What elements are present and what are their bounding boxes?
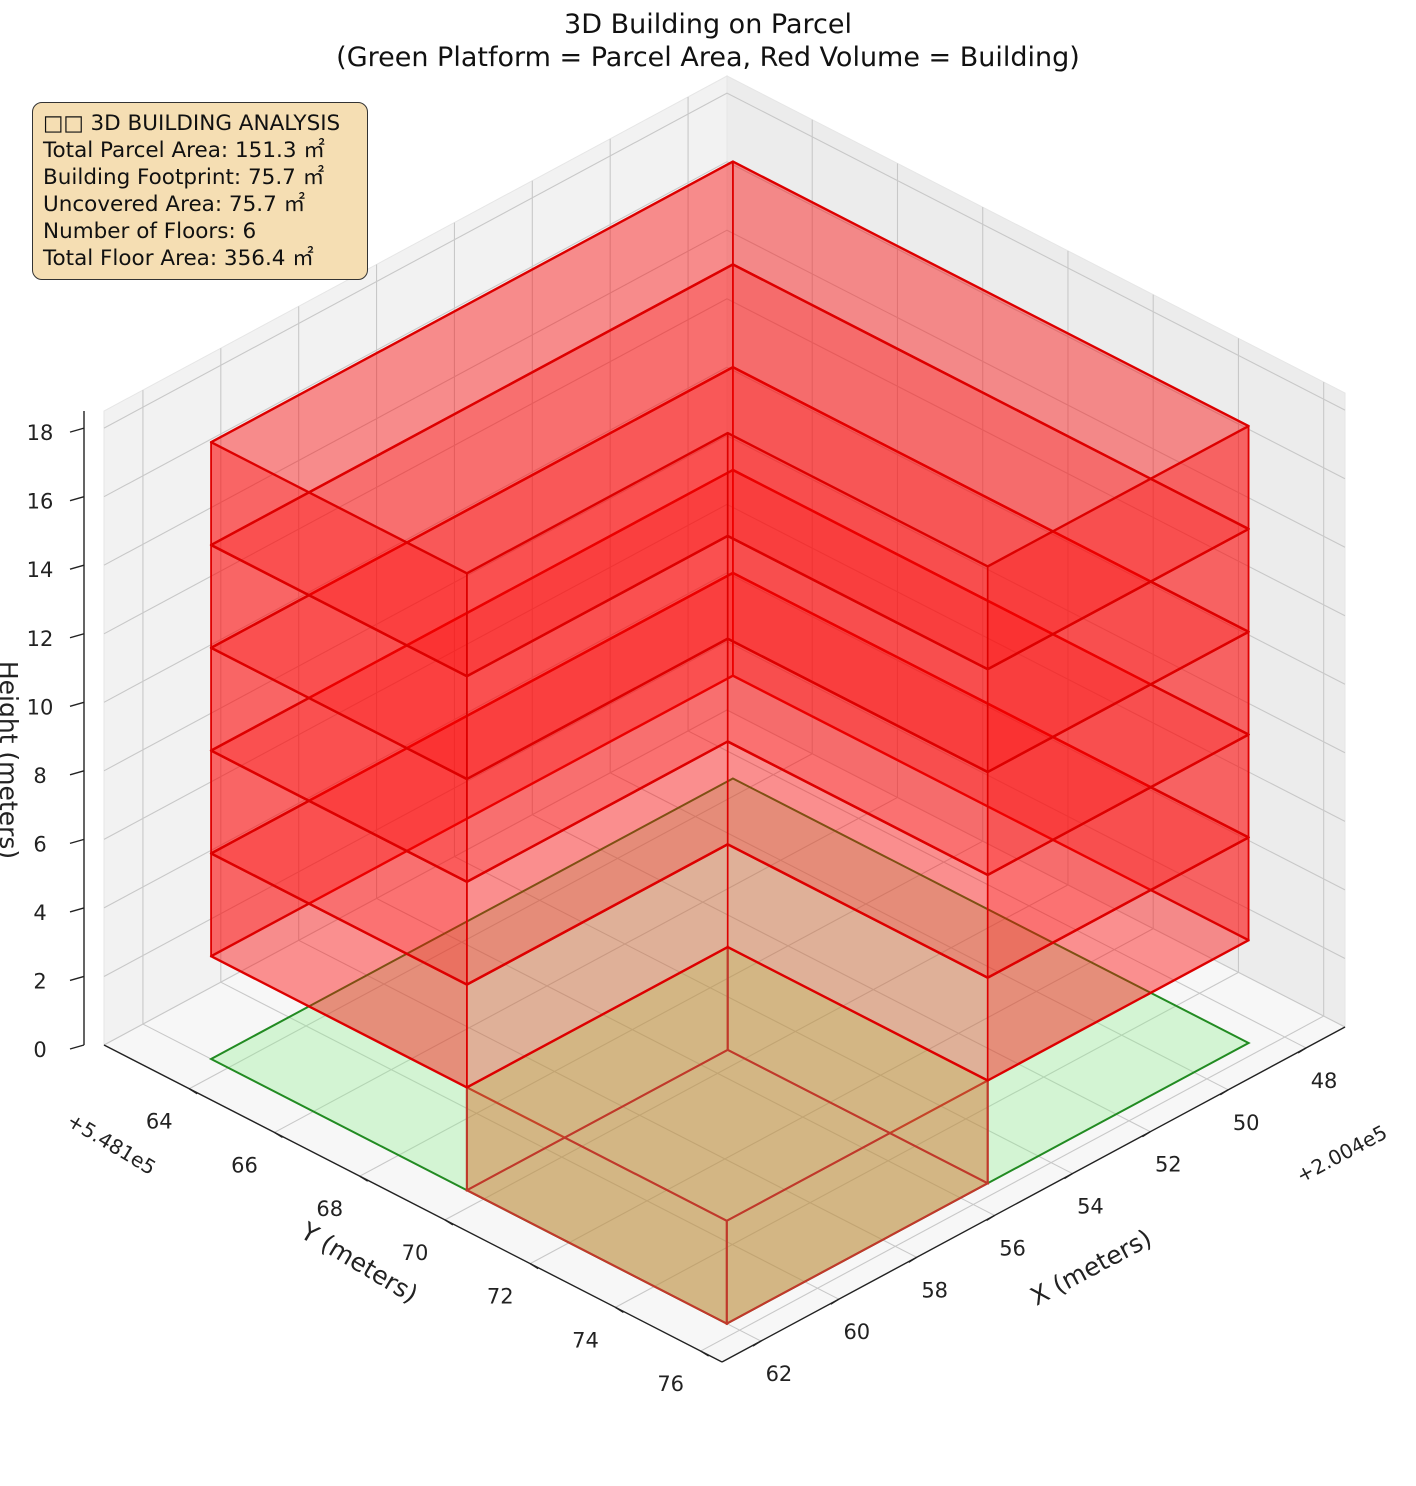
floor-outline-bottom [209,571,1250,986]
z-tick [69,1044,85,1050]
floor-slab [211,367,1249,779]
grid-line-y-floor [359,840,983,1177]
z-tick-label: 10 [27,695,54,719]
z-tick-label: 12 [27,627,54,651]
x-tick-label: 62 [766,1362,793,1386]
y-tick-label: 72 [487,1285,514,1309]
info-uncovered-area: Uncovered Area: 75.7 ㎡ [43,192,306,217]
x-offset-label: +2.004e5 [1292,1120,1391,1188]
y-tick [700,1350,710,1357]
y-tick [444,1219,454,1226]
x-tick [1141,1131,1151,1138]
x-tick [830,1298,840,1305]
z-tick [69,633,85,639]
z-tick-label: 6 [33,832,46,856]
z-tick [69,496,85,502]
y-tick-label: 66 [231,1153,258,1177]
info-heading: □□ 3D BUILDING ANALYSIS [43,111,341,136]
x-axis-line [721,1026,1346,1363]
floor-outline-top [209,160,1250,575]
axes-layer: 4850525456586062646668707274760246810121… [27,411,1346,1396]
grid-line-y-floor [529,928,1154,1265]
z-tick [69,975,85,982]
z-tick-label: 0 [33,1038,46,1062]
y-tick-label: 64 [146,1110,173,1134]
grid-line-x-floor [609,772,1229,1091]
z-tick [69,770,85,776]
x-tick-label: 58 [921,1278,948,1302]
y-tick [529,1263,539,1270]
grid-line-x-floor [220,981,840,1300]
y-tick [274,1131,283,1139]
grid-line-x-floor [454,856,1073,1175]
info-floor-count: Number of Floors: 6 [43,219,257,244]
z-tick [69,838,85,845]
z-tick [69,701,85,707]
x-axis-label: X (meters) [1026,1224,1157,1312]
grid-line-x-floor [376,897,995,1216]
x-tick [1064,1172,1073,1180]
x-tick [908,1256,918,1263]
grid-line-y-floor [615,971,1239,1308]
x-tick-label: 60 [843,1320,870,1344]
building-layer [209,160,1250,1326]
y-tick [615,1306,624,1313]
info-parcel-area: Total Parcel Area: 151.3 ㎡ [43,138,325,163]
x-tick-label: 56 [999,1236,1026,1260]
z-tick-label: 14 [27,558,54,582]
grid-line-z [103,229,1346,566]
grid-line-y-floor [700,1015,1324,1352]
z-tick-label: 4 [33,901,46,925]
x-tick [1297,1047,1307,1054]
grid-line-z [103,161,1346,498]
info-total-floor-area: Total Floor Area: 356.4 ㎡ [43,246,314,271]
grid-line-x-floor [687,730,1307,1049]
z-axis-label: Height (meters) [0,661,23,859]
chart-title-line: 3D Building on Parcel [564,9,852,40]
x-tick [1219,1089,1229,1096]
grid-line-z [103,366,1346,703]
chart-subtitle-line: (Green Platform = Parcel Area, Red Volum… [336,42,1080,73]
grid-lines [103,92,1346,1352]
grid-line-z [103,298,1346,635]
analysis-info-box: □□ 3D BUILDING ANALYSIS Total Parcel Are… [32,102,368,280]
y-tick-label: 74 [572,1328,599,1352]
x-tick-label: 52 [1155,1153,1182,1177]
chart-title: 3D Building on Parcel (Green Platform = … [0,8,1416,74]
y-tick-label: 68 [316,1197,343,1221]
y-tick-label: 76 [657,1372,684,1396]
grid-line-y-floor [444,884,1069,1221]
z-tick [69,564,85,570]
z-tick-label: 16 [27,490,54,514]
x-tick [986,1214,995,1222]
grid-line-x-floor [532,814,1151,1133]
grid-line-y-floor [188,753,813,1090]
z-tick-label: 2 [33,969,46,993]
floor-slab [211,161,1249,574]
x-tick-label: 48 [1311,1069,1338,1093]
x-tick [752,1340,762,1347]
z-tick [69,907,85,913]
z-tick-label: 8 [33,764,46,788]
y-tick-label: 70 [402,1241,429,1265]
floor-slab [211,572,1249,985]
grid-line-z [103,92,1346,429]
z-tick-label: 18 [27,421,54,445]
z-tick [69,427,85,433]
floor-slab [211,264,1249,677]
floor-slab [211,470,1249,882]
x-tick-label: 54 [1077,1195,1104,1219]
grid-line-y-floor [274,796,898,1133]
info-building-footprint: Building Footprint: 75.7 ㎡ [43,165,325,190]
y-tick [188,1088,198,1095]
grid-line-x-floor [298,939,917,1258]
x-tick-label: 50 [1233,1111,1260,1135]
y-tick [359,1175,369,1182]
